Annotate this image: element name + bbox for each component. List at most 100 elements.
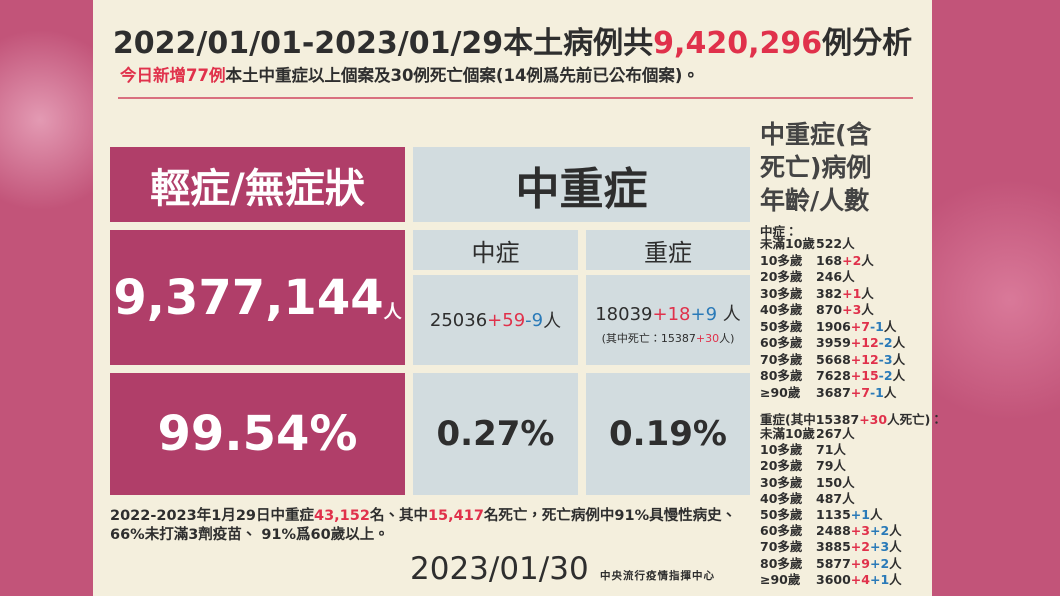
text-part: +30 xyxy=(695,332,720,345)
age-row: 50多歲 1135+1人 xyxy=(760,507,902,523)
age-row: 10多歲 168+2人 xyxy=(760,253,905,270)
age-title-line: 死亡)病例 xyxy=(760,153,872,182)
text-part: +12 xyxy=(850,335,879,350)
age-label: 50多歲 xyxy=(760,318,803,334)
critical-age-header: 重症(其中15387+30人死亡)： xyxy=(760,409,943,428)
critical-age-rows: 未滿10歲267人 10多歲 71人 20多歲 79人 30多歲 150人 40多歲 487人 5… xyxy=(760,426,902,588)
text-part: +59 xyxy=(487,309,526,331)
text-part: +2 xyxy=(842,252,862,268)
age-row: ≥90歲 3687+7-1人 xyxy=(760,385,905,402)
text-part: +2 xyxy=(869,523,890,539)
critical-percent: 0.19% xyxy=(586,373,750,495)
text-part: +9 xyxy=(690,304,718,325)
age-row: 70多歲 3885+2+3人 xyxy=(760,539,902,555)
text-part: +7 xyxy=(850,318,870,334)
text-part: 150 xyxy=(816,474,843,490)
text-part: 人) xyxy=(719,332,735,345)
age-label: 未滿10歲 xyxy=(760,236,815,251)
text-part: 人 xyxy=(543,311,562,332)
text-part: 本土中重症以上個案及30例死亡個案(14例爲先前已公布個案)。 xyxy=(225,66,699,85)
mild-count-cell: 9,377,144 人 xyxy=(110,230,405,365)
text-part: 522 xyxy=(816,236,843,251)
text-part: 3600 xyxy=(816,571,851,587)
age-row: 80多歲 5877+9+2人 xyxy=(760,556,902,572)
text-part: +15 xyxy=(850,368,879,383)
text-part: 人 xyxy=(883,318,897,334)
text-part: 人 xyxy=(842,474,855,490)
age-row: 20多歲 246人 xyxy=(760,269,905,286)
text-part: 人死亡)： xyxy=(887,412,943,427)
age-row: 60多歲 3959+12-2人 xyxy=(760,335,905,352)
age-label: 50多歲 xyxy=(760,507,803,523)
age-row: 80多歲 7628+15-2人 xyxy=(760,368,905,385)
summary-line: 2022-2023年1月29日中重症43,152名、其中15,417名死亡，死亡… xyxy=(110,507,736,526)
age-label: 60多歲 xyxy=(760,335,803,350)
text-part: 2488 xyxy=(816,523,851,539)
text-part: 3885 xyxy=(816,539,851,555)
text-part: +9 xyxy=(850,555,870,571)
age-panel-title: 中重症(含死亡)病例年齡/人數 xyxy=(760,118,871,217)
text-part: 人 xyxy=(833,442,846,458)
divider xyxy=(118,97,913,99)
critical-count: 18039+18+9 人 xyxy=(595,300,741,326)
text-part: 43,152 xyxy=(314,508,370,524)
mild-percent: 99.54% xyxy=(110,373,405,495)
critical-label: 重症 xyxy=(586,230,750,270)
text-part: +3 xyxy=(869,539,890,555)
source: 中央流行疫情指揮中心 xyxy=(600,570,715,582)
age-label: 40多歲 xyxy=(760,490,803,506)
age-row: 40多歲 870+3人 xyxy=(760,302,905,319)
summary-line: 66%未打滿3劑疫苗、 91%爲60歲以上。 xyxy=(110,526,736,545)
text-part: 71 xyxy=(816,442,834,458)
age-label: 未滿10歲 xyxy=(760,426,815,441)
text-part: 人 xyxy=(861,252,874,268)
age-row: 30多歲 150人 xyxy=(760,475,902,491)
text-part: 2022/01/01-2023/01/29本土病例共 xyxy=(112,26,654,61)
age-row: ≥90歲 3600+4+1人 xyxy=(760,572,902,588)
text-part: 人 xyxy=(842,236,855,251)
summary: 2022-2023年1月29日中重症43,152名、其中15,417名死亡，死亡… xyxy=(110,507,736,545)
text-part: 人 xyxy=(892,335,906,350)
text-part: 66%未打滿3劑疫苗、 91%爲60歲以上。 xyxy=(110,527,389,543)
date: 2023/01/30 xyxy=(410,551,589,587)
age-label: ≥90歲 xyxy=(760,571,801,587)
text-part: +2 xyxy=(869,555,890,571)
text-part: 79 xyxy=(816,458,834,474)
text-part: 人 xyxy=(889,523,902,539)
text-part: 例分析 xyxy=(822,26,913,61)
age-label: 20多歲 xyxy=(760,458,803,474)
text-part: 人 xyxy=(861,302,874,317)
text-part: 人 xyxy=(842,426,855,441)
text-part: 870 xyxy=(816,302,843,317)
text-part: +3 xyxy=(850,523,870,539)
text-part: 487 xyxy=(816,490,843,506)
text-part: 人 xyxy=(883,384,897,400)
text-part: 2022-2023年1月29日中重症 xyxy=(110,508,314,524)
text-part: +7 xyxy=(850,384,870,400)
text-part: 人 xyxy=(889,571,902,587)
moderate-count: 25036 +59 -9 人 xyxy=(413,275,578,365)
age-label: 40多歲 xyxy=(760,302,803,317)
age-label: 80多歲 xyxy=(760,368,803,383)
text-part: +18 xyxy=(652,304,691,325)
text-part: 7628 xyxy=(816,368,851,383)
text-part: 9,420,296 xyxy=(653,26,823,61)
text-part: -1 xyxy=(869,384,884,400)
text-part: 25036 xyxy=(429,309,488,331)
text-part: +1 xyxy=(869,571,890,587)
text-part: -9 xyxy=(525,309,544,331)
age-title-line: 中重症(含 xyxy=(760,120,872,149)
text-part: 人 xyxy=(861,285,874,301)
text-part: +12 xyxy=(850,351,879,367)
title: 2022/01/01-2023/01/29本土病例共9,420,296例分析 xyxy=(100,18,925,62)
age-label: 60多歲 xyxy=(760,523,803,539)
subtitle: 今日新增77例本土中重症以上個案及30例死亡個案(14例爲先前已公布個案)。 xyxy=(120,62,699,86)
age-title-line: 年齡/人數 xyxy=(760,186,870,215)
text-part: 267 xyxy=(816,426,843,441)
text-part: 382 xyxy=(816,285,843,301)
moderate-age-header: 中症： xyxy=(760,221,798,240)
age-label: 30多歲 xyxy=(760,285,803,301)
age-row: 50多歲 1906+7-1人 xyxy=(760,319,905,336)
age-label: 30多歲 xyxy=(760,474,803,490)
